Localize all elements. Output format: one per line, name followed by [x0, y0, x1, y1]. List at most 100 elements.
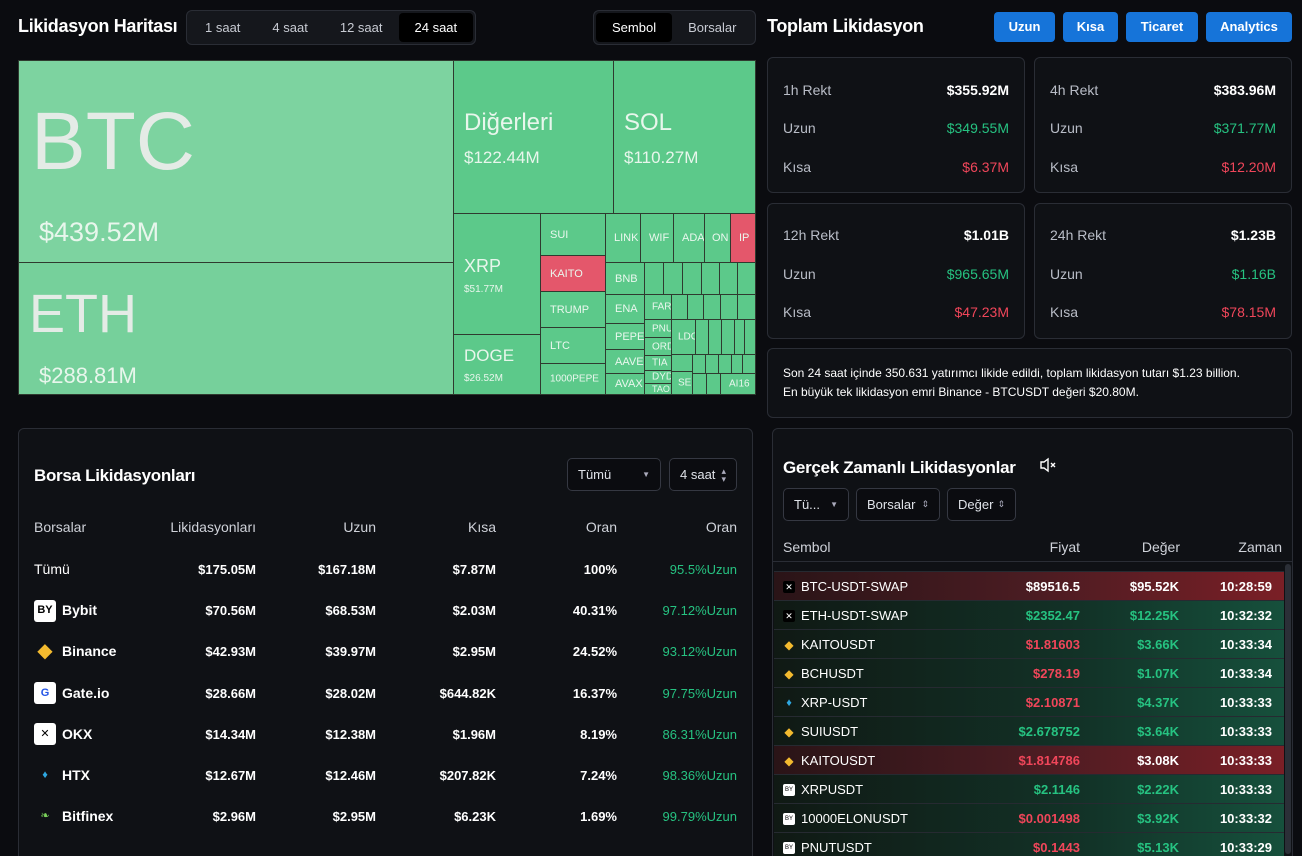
realtime-row[interactable]: ◆ SUIUSDT $2.678752 $3.64K 10:33:33 [774, 716, 1284, 745]
exchange-liq: $28.66M [205, 685, 256, 701]
realtime-price: $89516.5 [1025, 579, 1080, 594]
treemap-tile-s12[interactable] [692, 354, 706, 374]
realtime-row[interactable]: ✕ BTC-USDT-SWAP $89516.5 $95.52K 10:28:59 [774, 571, 1284, 600]
realtime-price: $2.10871 [1025, 695, 1080, 710]
realtime-row[interactable]: BY XRPUSDT $2.1146 $2.22K 10:33:33 [774, 774, 1284, 803]
realtime-price: $0.001498 [1018, 811, 1080, 826]
realtime-value-filter[interactable]: Değer ⇕ [947, 488, 1016, 521]
exchange-row[interactable]: BY Bybit $70.56M $68.53M $2.03M 40.31% 97.12%U… [34, 590, 737, 631]
treemap-tile-n[interactable] [682, 262, 702, 295]
realtime-row[interactable]: BY 10000ELONUSDT $0.001498 $3.92K 10:33:32 [774, 803, 1284, 832]
treemap-tile-s13[interactable] [705, 354, 719, 374]
treemap-tile-s17[interactable] [692, 373, 707, 395]
realtime-row[interactable]: ✕ ETH-USDT-SWAP $2352.47 $12.25K 10:32:32 [774, 600, 1284, 629]
treemap-tile-sol[interactable]: SOL $110.27M [613, 60, 756, 214]
exchange-filter-select[interactable]: Tümü ▼ [567, 458, 661, 491]
treemap-tile-pnu[interactable]: PNU [644, 319, 672, 338]
trade-button[interactable]: Ticaret [1126, 12, 1198, 42]
realtime-value: $3.64K [1137, 724, 1179, 739]
treemap-tile-on[interactable]: ON [704, 213, 731, 263]
realtime-price: $278.19 [1033, 666, 1080, 681]
treemap-tile-d[interactable] [719, 262, 738, 295]
treemap-tile-s5[interactable] [737, 294, 756, 320]
treemap-tile-s14[interactable] [718, 354, 732, 374]
treemap-tile-s16[interactable] [742, 354, 756, 374]
exchange-row[interactable]: Tümü $175.05M $167.18M $7.87M 100% 95.5%Uzun [34, 549, 737, 590]
long-button[interactable]: Uzun [994, 12, 1055, 42]
view-symbol[interactable]: Sembol [596, 13, 673, 42]
exchange-row[interactable]: ♦ HTX $12.67M $12.46M $207.82K 7.24% 98.36%Uzu… [34, 755, 737, 796]
timeframe-12h[interactable]: 12 saat [339, 20, 383, 35]
analytics-button[interactable]: Analytics [1206, 12, 1292, 42]
treemap-tile-ip[interactable]: IP [730, 213, 756, 263]
treemap-tile-tao[interactable]: TAO [644, 383, 672, 395]
treemap-tile-others[interactable]: Diğerleri $122.44M [453, 60, 614, 214]
sound-muted-icon[interactable] [1039, 457, 1057, 476]
realtime-scrollbar[interactable] [1285, 564, 1291, 854]
exchange-row[interactable]: ✕ OKX $14.34M $12.38M $1.96M 8.19% 86.31%Uzun [34, 714, 737, 755]
treemap-tile-btc[interactable]: BTC $439.52M [18, 60, 454, 263]
treemap-tile-far[interactable]: FAR [644, 294, 672, 320]
treemap-tile-bnb[interactable]: BNB [605, 262, 645, 295]
realtime-exchange-filter[interactable]: Borsalar ⇕ [856, 488, 940, 521]
realtime-row[interactable]: ♦ XRP-USDT $2.10871 $4.37K 10:33:33 [774, 687, 1284, 716]
view-exchanges[interactable]: Borsalar [688, 20, 737, 35]
treemap-tile-ai16[interactable]: AI16 [720, 373, 756, 395]
exchange-long: $28.02M [325, 685, 376, 701]
timeframe-4h[interactable]: 4 saat [272, 20, 308, 35]
treemap-tile-s18[interactable] [706, 373, 721, 395]
treemap-tile-eth[interactable]: ETH $288.81M [18, 262, 454, 395]
exchange-period-select[interactable]: 4 saat ▴ ▾ [669, 458, 737, 491]
treemap-tile-xrp[interactable]: XRP $51.77M [453, 213, 541, 335]
treemap-tile-ord[interactable]: ORD [644, 337, 672, 356]
treemap-tile-link[interactable]: LINK [605, 213, 641, 263]
exchange-row[interactable]: ◆ Binance $42.93M $39.97M $2.95M 24.52% 93.12%… [34, 631, 737, 672]
treemap-tile-s6[interactable] [695, 319, 709, 355]
treemap-tile-wif[interactable]: WIF [640, 213, 674, 263]
timeframe-1h[interactable]: 1 saat [205, 20, 241, 35]
short-button[interactable]: Kısa [1063, 12, 1118, 42]
treemap-tile-s3[interactable] [703, 294, 721, 320]
treemap-tile-h[interactable] [701, 262, 720, 295]
exchange-short: $1.96M [452, 726, 496, 742]
treemap-tile-s1[interactable] [671, 294, 688, 320]
treemap-tile-sei[interactable]: SEI [671, 371, 693, 395]
realtime-symbol: BCHUSDT [801, 666, 864, 681]
treemap-tile-1000pepe[interactable]: 1000PEPE [540, 363, 606, 395]
treemap-tile-s10[interactable] [744, 319, 756, 355]
realtime-row[interactable]: ◆ KAITOUSDT $1.814786 $3.08K 10:33:33 [774, 745, 1284, 774]
treemap-tile-trump[interactable]: TRUMP [540, 291, 606, 328]
treemap-tile-dyd[interactable]: DYD [644, 370, 672, 384]
exchange-row[interactable]: ❧ Bitfinex $2.96M $2.95M $6.23K 1.69% 99.79%Uz… [34, 796, 737, 837]
realtime-row[interactable]: ◆ KAITOUSDT $1.81603 $3.66K 10:33:34 [774, 629, 1284, 658]
exchange-ratio: 7.24% [580, 768, 617, 783]
treemap-tile-sui[interactable]: SUI [540, 213, 606, 256]
exchange-name: Tümü [34, 561, 70, 577]
realtime-row[interactable]: ◆ BCHUSDT $278.19 $1.07K 10:33:34 [774, 658, 1284, 687]
exchange-row[interactable]: G Gate.io $28.66M $28.02M $644.82K 16.37% 97.7… [34, 673, 737, 714]
treemap-tile-s11[interactable] [671, 354, 693, 372]
treemap-tile-w[interactable] [663, 262, 683, 295]
treemap-tile-ena[interactable]: ENA [605, 294, 645, 324]
treemap-tile-tia[interactable]: TIA [644, 355, 672, 371]
treemap-tile-s7[interactable] [708, 319, 722, 355]
treemap-tile-s4[interactable] [720, 294, 738, 320]
treemap-tile-ltc[interactable]: LTC [540, 327, 606, 364]
treemap-tile-ldo[interactable]: LDO [671, 319, 696, 355]
exchange-name: HTX [62, 767, 90, 783]
timeframe-24h[interactable]: 24 saat [398, 13, 474, 42]
treemap-tile-aave[interactable]: AAVE [605, 349, 645, 374]
treemap-tile-f[interactable] [737, 262, 756, 295]
treemap-tile-avax[interactable]: AVAX [605, 373, 645, 395]
treemap-tile-doge[interactable]: DOGE $26.52M [453, 334, 541, 395]
treemap-tile-kaito[interactable]: KAITO [540, 255, 606, 292]
treemap-tile-s8[interactable] [721, 319, 735, 355]
realtime-row[interactable]: BY PNUTUSDT $0.1443 $5.13K 10:33:29 [774, 832, 1284, 856]
realtime-coin-filter[interactable]: Tü... ▼ [783, 488, 849, 521]
treemap-tile-pepe[interactable]: PEPE [605, 323, 645, 350]
treemap-tile-va[interactable] [644, 262, 664, 295]
caret-down-icon: ▼ [642, 470, 650, 479]
treemap-tile-s2[interactable] [687, 294, 704, 320]
treemap-tile-ada[interactable]: ADA [673, 213, 705, 263]
realtime-time: 10:33:33 [1219, 695, 1272, 710]
